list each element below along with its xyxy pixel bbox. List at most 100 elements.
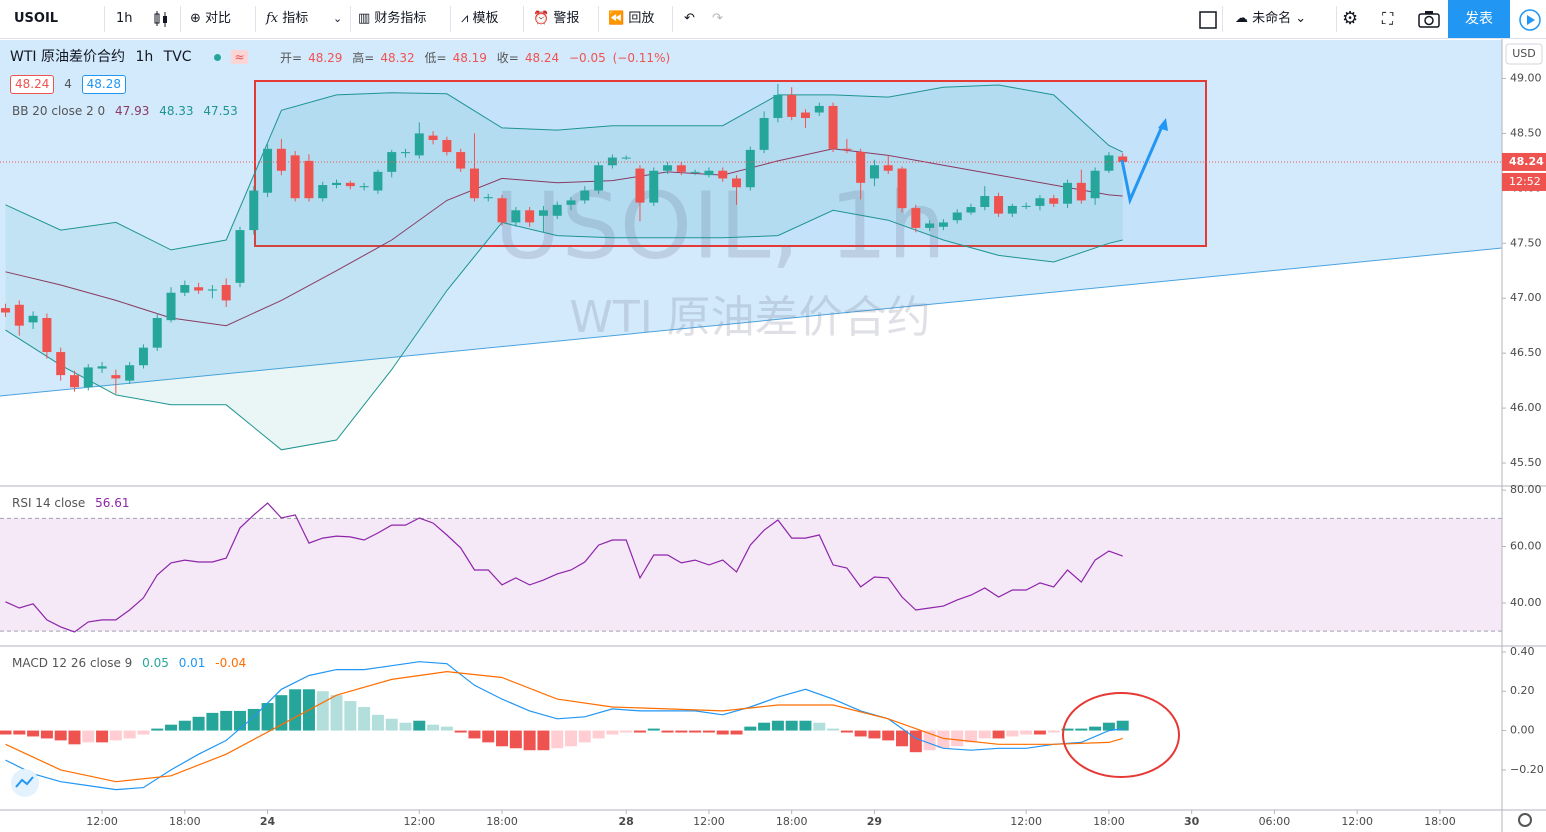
candle-body (83, 367, 93, 388)
exchange: TVC (163, 49, 192, 65)
bid-box[interactable]: 48.24 (10, 75, 55, 94)
publish-button[interactable]: 发表 (1448, 0, 1510, 38)
layout-name-button[interactable]: ☁ 未命名 ⌄ (1235, 11, 1307, 26)
templates-label: 模板 (472, 11, 499, 26)
dropdown[interactable]: ⌄ (333, 12, 343, 25)
macd-histogram-bar (730, 730, 743, 735)
undo-button[interactable]: ↶ (684, 11, 695, 26)
open-label: 开= (280, 51, 303, 65)
candle-body (869, 165, 879, 179)
macd-histogram-bar (868, 730, 881, 739)
x-tick-label: 18:00 (169, 815, 201, 828)
macd-legend: MACD 12 26 close 9 0.05 0.01 -0.04 (12, 656, 252, 670)
symbol[interactable]: USOIL (14, 11, 59, 26)
candle-body (194, 287, 204, 291)
quote-legend: 48.24 4 48.28 (10, 75, 132, 94)
bb-fill (5, 85, 1123, 450)
macd-histogram-bar (82, 730, 95, 743)
macd-histogram-bar (578, 730, 591, 743)
macd-histogram-bar (1102, 722, 1115, 731)
macd-histogram-bar (964, 730, 977, 743)
candle-body (497, 198, 507, 223)
redo-button[interactable]: ↷ (712, 11, 723, 26)
close-label: 收= (496, 51, 519, 65)
watermark: WTI 原油差价合约 (569, 292, 930, 343)
separator (104, 6, 105, 32)
play-button[interactable] (1518, 8, 1542, 32)
x-tick-label: 06:00 (1259, 815, 1291, 828)
y-tick-label: 80.00 (1510, 483, 1542, 496)
y-tick-label: 46.00 (1510, 401, 1542, 414)
alert-label: 警报 (553, 11, 580, 26)
financials-label: 财务指标 (374, 11, 427, 26)
macd-histogram-bar (854, 730, 867, 737)
candle-body (152, 317, 162, 348)
indicators-button[interactable]: fx 指标 (266, 11, 309, 26)
ask-box[interactable]: 48.28 (81, 75, 127, 94)
macd-histogram-bar (1033, 730, 1046, 735)
x-tick-label: 12:00 (403, 815, 435, 828)
compare-button[interactable]: ⊕ 对比 (190, 11, 232, 26)
separator (672, 6, 673, 32)
x-tick-label: 12:00 (693, 815, 725, 828)
candle-body (773, 94, 783, 119)
fullscreen-button[interactable]: ⛶ (1382, 9, 1394, 28)
symbol-legend: WTI 原油差价合约 1h TVC ≈ (10, 46, 254, 66)
macd-histogram-bar (27, 730, 40, 737)
settings-button[interactable] (1518, 813, 1532, 827)
macd-histogram-bar (54, 730, 67, 741)
macd-histogram-bar (882, 730, 895, 741)
interval[interactable]: 1h (116, 11, 133, 26)
indicators-label: 指标 (282, 11, 309, 26)
candle-body (456, 152, 466, 169)
macd-histogram-bar (233, 710, 246, 731)
macd-histogram-bar (675, 730, 688, 733)
candle-body (290, 155, 300, 199)
layout-name: 未命名 (1252, 11, 1292, 26)
templates-button[interactable]: ⩘ 模板 (461, 11, 499, 26)
candle-body (635, 168, 645, 203)
candle-body (511, 210, 521, 223)
symbol-name: WTI 原油差价合约 (10, 49, 125, 65)
candle-body (359, 186, 369, 188)
change-percent: (−0.11%) (612, 51, 671, 65)
candle-body (97, 366, 107, 369)
candle-body (400, 152, 410, 154)
snapshot-button[interactable] (1418, 10, 1440, 28)
macd-histogram-bar (758, 722, 771, 731)
macd-histogram-bar (785, 720, 798, 731)
macd-histogram-bar (468, 730, 481, 739)
candle-body (1104, 155, 1114, 171)
candle-body (925, 223, 935, 228)
rsi-band (0, 518, 1502, 632)
logo-icon (15, 776, 34, 788)
macd-histogram-bar (799, 720, 812, 731)
macd-histogram-bar (537, 730, 550, 751)
compare-label: 对比 (205, 11, 232, 26)
macd-histogram-bar (827, 728, 840, 731)
alert-button[interactable]: ⏰ 警报 (533, 11, 580, 26)
macd-histogram-bar (565, 730, 578, 747)
macd-histogram-bar (496, 730, 509, 747)
macd-histogram-bar (509, 730, 522, 749)
replay-button[interactable]: ⏪ 回放 (608, 11, 655, 26)
layout-icon[interactable] (1199, 11, 1217, 29)
macd-histogram-bar (1075, 728, 1088, 731)
countdown-box (1502, 172, 1546, 191)
financials-button[interactable]: ▥ 财务指标 (358, 11, 427, 26)
y-tick-label: 47.50 (1510, 236, 1542, 249)
settings-button[interactable]: ⚙ (1342, 8, 1359, 29)
macd-histogram-bar (40, 730, 53, 739)
rsi-line (5, 502, 1123, 633)
macd-histogram-bar (413, 720, 426, 731)
candle-body (994, 196, 1004, 214)
macd-histogram-bar (344, 701, 357, 731)
candle-body (663, 165, 673, 171)
x-tick-label: 18:00 (486, 815, 518, 828)
macd-histogram-bar (137, 730, 150, 735)
close-value: 48.24 (524, 51, 560, 65)
macd-histogram-bar (151, 728, 164, 731)
chart-type-icon[interactable] (153, 10, 169, 28)
macd-histogram-bar (840, 730, 853, 733)
